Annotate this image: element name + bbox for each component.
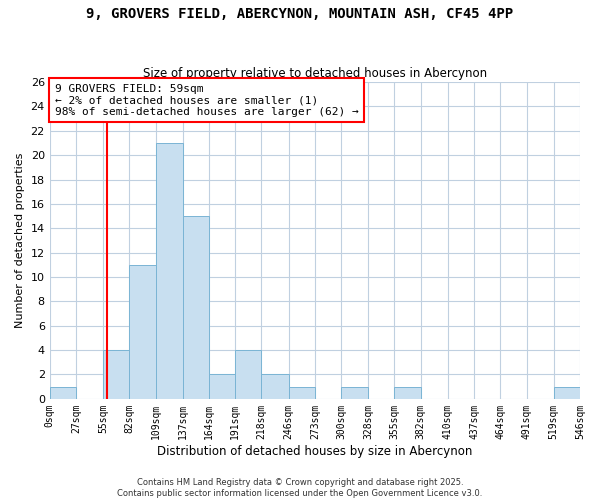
Bar: [155, 143, 183, 399]
Bar: [554, 386, 580, 399]
Text: Contains HM Land Registry data © Crown copyright and database right 2025.
Contai: Contains HM Land Registry data © Crown c…: [118, 478, 482, 498]
Text: 9, GROVERS FIELD, ABERCYNON, MOUNTAIN ASH, CF45 4PP: 9, GROVERS FIELD, ABERCYNON, MOUNTAIN AS…: [86, 8, 514, 22]
Bar: [103, 350, 130, 399]
Text: 9 GROVERS FIELD: 59sqm
← 2% of detached houses are smaller (1)
98% of semi-detac: 9 GROVERS FIELD: 59sqm ← 2% of detached …: [55, 84, 359, 117]
Bar: [289, 386, 315, 399]
Bar: [183, 216, 209, 399]
Bar: [130, 265, 155, 399]
Bar: [50, 386, 76, 399]
Bar: [209, 374, 235, 399]
Title: Size of property relative to detached houses in Abercynon: Size of property relative to detached ho…: [143, 66, 487, 80]
Bar: [262, 374, 289, 399]
Bar: [341, 386, 368, 399]
Y-axis label: Number of detached properties: Number of detached properties: [15, 153, 25, 328]
X-axis label: Distribution of detached houses by size in Abercynon: Distribution of detached houses by size …: [157, 444, 473, 458]
Bar: [394, 386, 421, 399]
Bar: [235, 350, 262, 399]
